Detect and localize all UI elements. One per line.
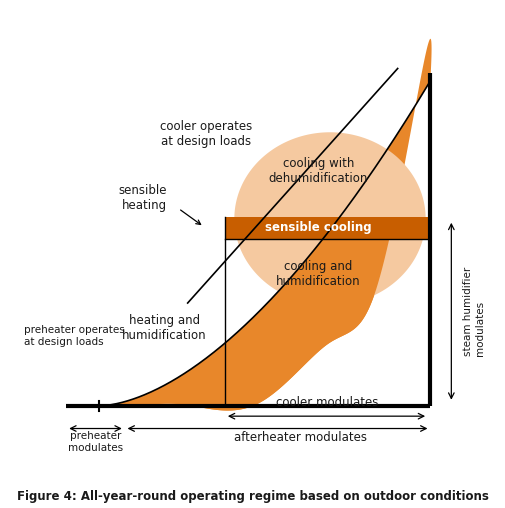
Text: cooling and
humidification: cooling and humidification xyxy=(275,260,360,288)
Text: sensible cooling: sensible cooling xyxy=(265,221,371,234)
Text: steam humidifier
modulates: steam humidifier modulates xyxy=(462,267,484,356)
Text: preheater operates
at design loads: preheater operates at design loads xyxy=(24,325,125,347)
Polygon shape xyxy=(99,39,431,410)
Text: cooler modulates: cooler modulates xyxy=(276,396,378,409)
Text: sensible
heating: sensible heating xyxy=(118,184,166,212)
Text: preheater
modulates: preheater modulates xyxy=(68,431,123,453)
Text: cooling with
dehumidification: cooling with dehumidification xyxy=(268,157,367,185)
Text: Figure 4: All-year-round operating regime based on outdoor conditions: Figure 4: All-year-round operating regim… xyxy=(17,490,488,503)
Text: heating and
humidification: heating and humidification xyxy=(122,314,206,342)
Polygon shape xyxy=(234,132,425,305)
Polygon shape xyxy=(225,216,429,239)
Text: afterheater modulates: afterheater modulates xyxy=(234,431,367,443)
Polygon shape xyxy=(99,39,431,410)
Text: cooler operates
at design loads: cooler operates at design loads xyxy=(160,120,252,148)
